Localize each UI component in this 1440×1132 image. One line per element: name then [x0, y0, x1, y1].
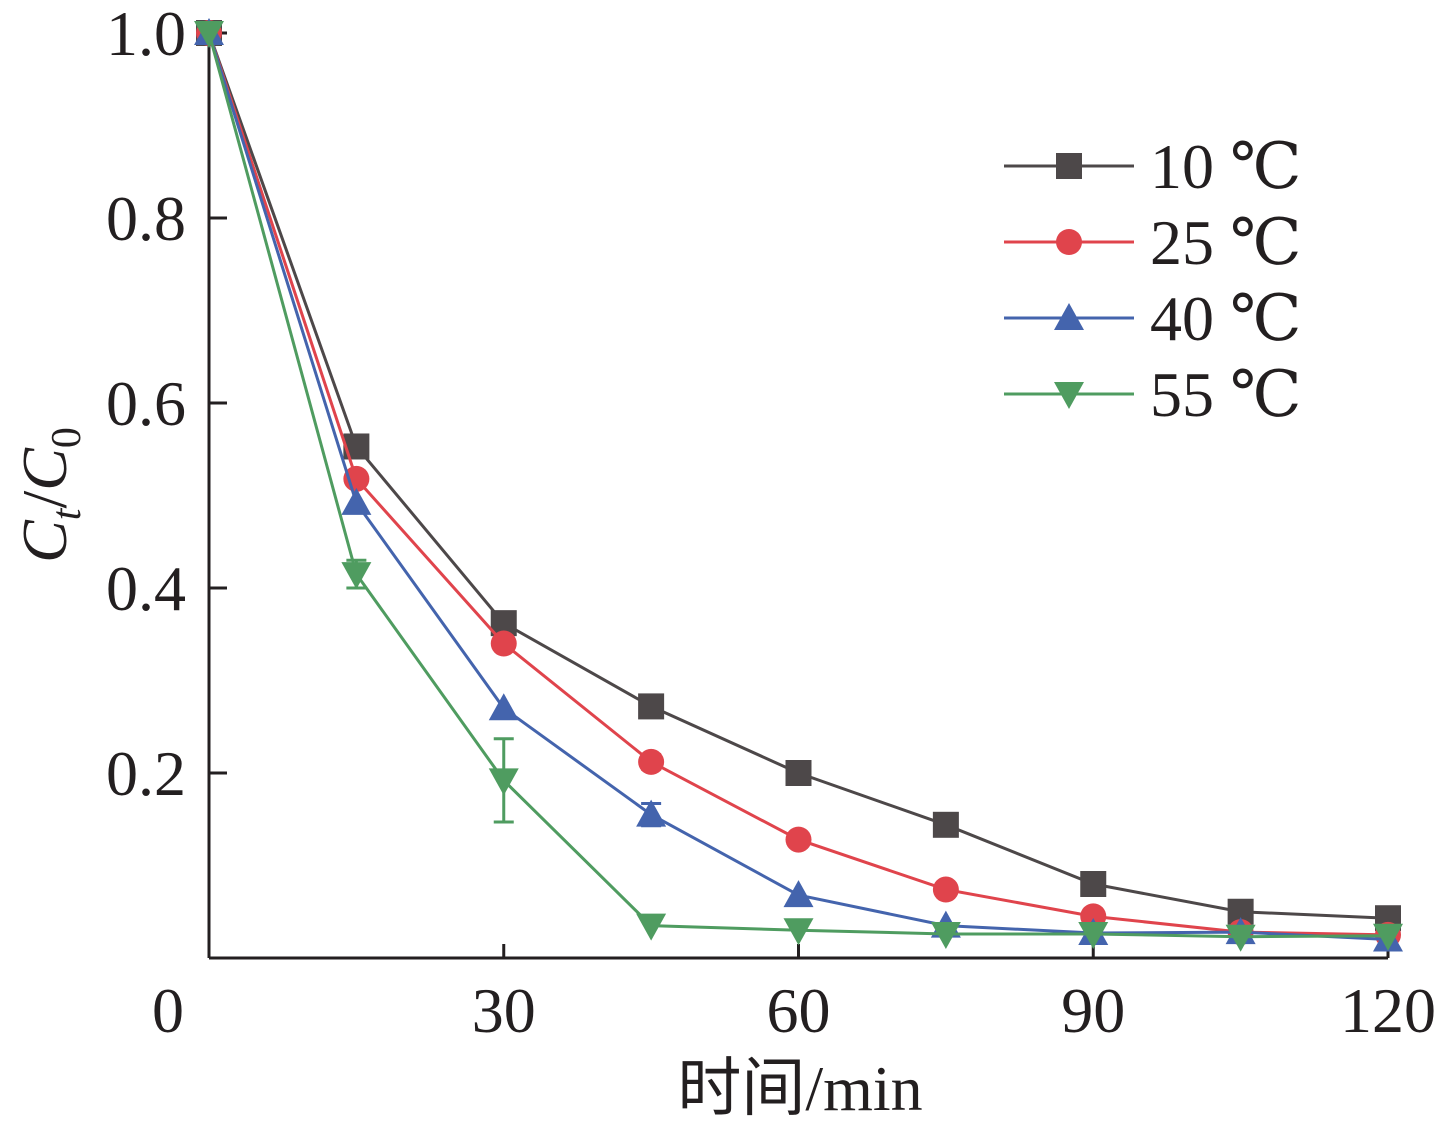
y-axis-title-c0: C: [9, 447, 80, 491]
data-point: [785, 826, 812, 853]
legend-marker: [1054, 382, 1084, 409]
data-point: [1373, 923, 1403, 951]
data-point: [636, 799, 667, 827]
data-point: [638, 748, 665, 775]
x-axis-title: 时间/min: [677, 1053, 922, 1124]
legend-marker: [1056, 229, 1082, 255]
y-axis-title-sub-t: t: [44, 507, 90, 520]
data-point: [1078, 921, 1109, 949]
y-axis: 0.2 0.4 0.6 0.8 1.0: [106, 0, 227, 809]
series-4: [194, 21, 1403, 952]
series-layer: [194, 18, 1403, 952]
legend-item-4: 55 ℃: [1004, 359, 1302, 430]
data-point: [785, 760, 812, 786]
data-point: [490, 630, 517, 657]
legend-label: 40 ℃: [1150, 283, 1302, 354]
legend-label: 10 ℃: [1150, 131, 1302, 202]
x-axis: 0 30 60 90 120: [152, 944, 1436, 1046]
y-tick-label: 0.8: [106, 183, 186, 254]
data-point: [932, 811, 959, 838]
data-point: [1225, 924, 1256, 952]
legend-marker: [1054, 303, 1084, 330]
data-point: [783, 880, 814, 908]
data-point: [638, 693, 665, 720]
legend-label: 25 ℃: [1150, 207, 1302, 278]
legend-item-2: 25 ℃: [1004, 207, 1302, 278]
legend-label: 55 ℃: [1150, 359, 1302, 430]
y-axis-title-sub-0: 0: [44, 427, 90, 448]
y-tick-label: 0.2: [106, 738, 186, 809]
x-tick-label: 90: [1061, 975, 1125, 1046]
data-point: [488, 768, 519, 796]
legend: 10 ℃25 ℃40 ℃55 ℃: [1004, 131, 1302, 430]
y-axis-title: Ct/C0: [9, 427, 90, 563]
data-point: [341, 562, 372, 590]
y-axis-title-c: C: [9, 519, 80, 563]
legend-item-1: 10 ℃: [1004, 131, 1302, 202]
data-point: [488, 693, 519, 721]
x-tick-label: 0: [152, 975, 184, 1046]
legend-item-3: 40 ℃: [1004, 283, 1302, 354]
y-tick-label: 0.4: [106, 553, 186, 624]
data-point: [783, 918, 814, 946]
legend-marker: [1056, 153, 1082, 179]
y-tick-label: 1.0: [106, 0, 186, 69]
data-point: [932, 876, 959, 903]
data-point: [930, 921, 961, 949]
x-tick-label: 120: [1340, 975, 1436, 1046]
x-tick-label: 60: [767, 975, 831, 1046]
data-point: [194, 21, 224, 48]
x-tick-label: 30: [472, 975, 536, 1046]
data-point: [636, 913, 667, 941]
y-tick-label: 0.6: [106, 368, 186, 439]
data-point: [341, 487, 372, 515]
y-axis-title-slash: /: [9, 491, 80, 509]
data-point: [1080, 871, 1107, 897]
